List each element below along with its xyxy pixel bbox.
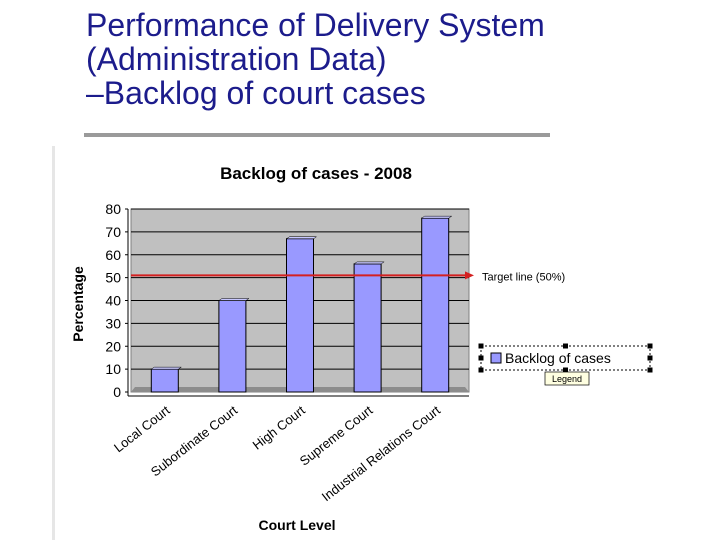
legend-entry: Backlog of cases — [505, 350, 611, 366]
bar-top — [218, 298, 250, 301]
y-tick-label: 80 — [105, 201, 121, 217]
legend-resize-handle[interactable] — [647, 355, 653, 361]
x-axis-label: Court Level — [258, 517, 335, 533]
bars-layer — [150, 215, 453, 393]
bar-top — [285, 236, 318, 239]
legend-swatch — [490, 352, 502, 364]
legend-resize-handle[interactable] — [478, 355, 484, 361]
legend-tooltip — [544, 371, 590, 386]
y-tick-label: 30 — [105, 315, 121, 331]
y-tick-label: 10 — [105, 361, 121, 377]
bar — [286, 238, 314, 393]
legend-resize-handle[interactable] — [563, 367, 568, 373]
legend-resize-handle[interactable] — [563, 343, 568, 349]
legend-resize-handle[interactable] — [478, 367, 484, 373]
annotation-layer: Target line (50%) — [131, 271, 565, 283]
legend-resize-handle[interactable] — [647, 367, 653, 373]
y-tick-label: 40 — [105, 293, 121, 309]
chart-title: Backlog of cases - 2008 — [220, 164, 412, 183]
bar — [421, 217, 450, 393]
title-divider — [84, 133, 550, 137]
legend-tooltip-text: Legend — [552, 374, 582, 384]
bar-top — [353, 261, 385, 265]
legend[interactable]: Backlog of cases Legend — [478, 343, 653, 386]
slide-title-line-2: (Administration Data) — [86, 41, 387, 77]
y-tick-label: 60 — [105, 247, 121, 263]
bar — [150, 368, 179, 393]
y-tick-label: 50 — [105, 270, 121, 286]
slide-title-line-3: –Backlog of court cases — [86, 75, 426, 111]
slide-title: Performance of Delivery System (Administ… — [86, 8, 706, 110]
legend-resize-handle[interactable] — [478, 343, 484, 349]
y-tick-label: 0 — [113, 384, 121, 400]
bar — [218, 300, 247, 393]
side-divider — [52, 146, 55, 540]
y-axis-label: Percentage — [70, 266, 86, 342]
bar — [353, 263, 382, 393]
bar-top — [420, 215, 453, 219]
target-line-label: Target line (50%) — [482, 271, 565, 283]
slide-title-line-1: Performance of Delivery System — [86, 7, 545, 43]
y-tick-label: 70 — [105, 224, 121, 240]
y-tick-label: 20 — [105, 338, 121, 354]
target-line-arrowhead — [465, 271, 474, 280]
bar-top — [150, 366, 183, 370]
legend-box[interactable] — [480, 345, 651, 371]
legend-resize-handle[interactable] — [647, 343, 653, 349]
